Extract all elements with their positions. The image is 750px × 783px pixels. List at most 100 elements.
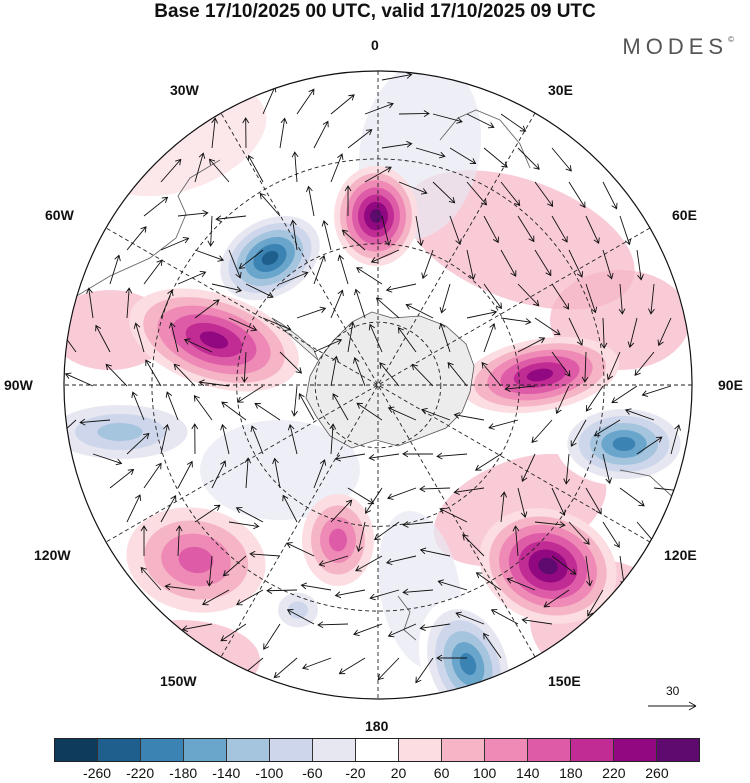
wind-vector	[619, 487, 645, 507]
wind-vector	[279, 271, 309, 285]
wind-vector	[242, 117, 250, 149]
wind-vector	[133, 322, 145, 353]
wind-vector	[657, 317, 672, 347]
wind-vector	[432, 181, 456, 204]
wind-vector	[291, 151, 299, 183]
wind-vector	[438, 322, 451, 353]
lon-label-60e: 60E	[672, 207, 697, 223]
colorbar	[54, 738, 700, 762]
colorbar-tick-label: -60	[302, 765, 323, 781]
colorbar-tick-label: -180	[169, 765, 198, 781]
wind-vector	[455, 611, 485, 625]
wind-vector	[296, 306, 327, 319]
wind-vector	[411, 363, 434, 387]
wind-vector	[449, 215, 462, 246]
wind-vector	[317, 621, 349, 629]
wind-vector	[330, 355, 339, 387]
wind-vector	[131, 391, 145, 421]
wind-vector	[86, 287, 94, 319]
wind-vector	[173, 363, 196, 387]
wind-vector	[397, 326, 417, 353]
wind-vector	[165, 391, 179, 421]
wind-vector	[354, 288, 366, 319]
wind-vector	[504, 385, 536, 392]
wind-vector	[387, 406, 417, 421]
wind-vector	[585, 555, 593, 587]
high-anomaly-contour	[370, 208, 382, 224]
wind-vector	[356, 267, 383, 285]
wind-vector	[353, 623, 383, 636]
wind-vector	[587, 589, 604, 617]
wind-vector	[140, 566, 162, 591]
lon-label-90w: 90W	[4, 377, 33, 393]
wind-vector	[211, 460, 227, 489]
wind-vector	[191, 423, 199, 455]
wind-vector	[228, 317, 258, 332]
wind-vector	[381, 215, 392, 247]
wind-vector	[215, 215, 247, 223]
colorbar-swatch	[657, 739, 699, 761]
wind-vector	[449, 147, 477, 165]
wind-vector	[402, 450, 434, 458]
wind-vector	[64, 372, 94, 387]
wind-vector	[290, 219, 298, 251]
wind-vector	[175, 525, 183, 557]
colorbar-tick-label: 260	[645, 765, 669, 781]
wind-vector	[330, 94, 355, 115]
wind-vector	[483, 632, 502, 659]
wind-vector	[302, 657, 332, 670]
wind-vector	[624, 408, 655, 421]
wind-vector	[585, 215, 600, 244]
wind-vector	[183, 338, 213, 353]
wind-vector	[627, 317, 638, 348]
colorbar-swatch	[399, 739, 442, 761]
wind-vector	[551, 555, 577, 575]
wind-vector	[585, 283, 598, 314]
wind-vector	[330, 289, 344, 319]
wind-vector	[291, 385, 298, 417]
wind-vector	[483, 283, 502, 310]
colorbar-tick-label: -20	[345, 765, 366, 781]
wind-vector	[318, 555, 349, 567]
south-america-coast	[69, 159, 221, 301]
wind-vector	[551, 351, 571, 377]
wind-vector	[563, 453, 571, 485]
wind-vector	[194, 249, 225, 262]
wind-vector	[364, 102, 394, 115]
wind-vector	[125, 287, 133, 319]
wind-vector	[379, 362, 400, 387]
wind-vector	[375, 297, 400, 319]
colorbar-tick-label: 60	[433, 765, 450, 781]
lon-label-120e: 120E	[664, 547, 697, 563]
wind-vector	[415, 657, 434, 684]
lon-label-30e: 30E	[548, 82, 573, 98]
wind-vector	[474, 453, 502, 471]
weak-anomaly-area	[200, 420, 360, 520]
wind-vector	[551, 215, 568, 243]
wind-vector	[160, 158, 182, 183]
wind-vector	[244, 457, 252, 489]
wind-vector	[521, 453, 536, 482]
colorbar-tick-label: -100	[255, 765, 284, 781]
wind-vector	[490, 609, 519, 625]
wind-vector	[436, 654, 468, 662]
wind-vector	[370, 249, 400, 264]
wind-vector	[344, 185, 352, 217]
wind-vector	[164, 583, 196, 591]
wind-vector	[402, 521, 434, 528]
colorbar-swatch	[227, 739, 270, 761]
wind-vector	[145, 359, 162, 387]
wind-vector	[287, 423, 298, 455]
wind-vector	[177, 270, 207, 285]
wind-vector	[385, 283, 417, 293]
wind-vector	[365, 487, 383, 514]
wind-vector	[377, 657, 400, 681]
wind-vector	[555, 385, 570, 415]
colorbar-tick-label: -220	[126, 765, 155, 781]
wind-vector	[419, 485, 451, 493]
low-anomaly-contour	[459, 653, 477, 675]
wind-vector	[585, 385, 604, 412]
wind-vector	[585, 487, 602, 515]
high-anomaly-contour	[199, 331, 229, 349]
wind-vector	[453, 487, 485, 496]
